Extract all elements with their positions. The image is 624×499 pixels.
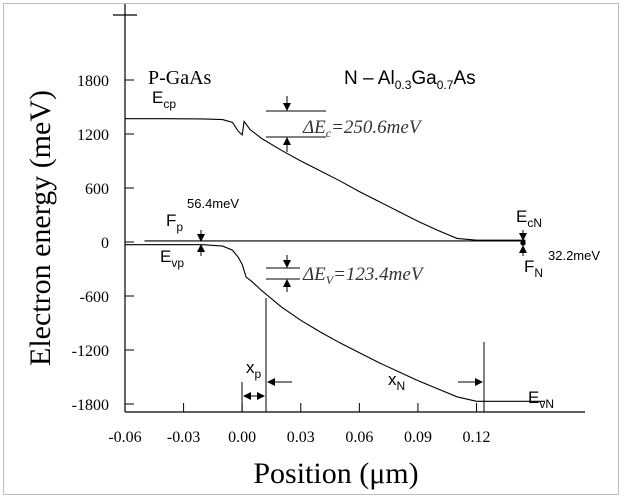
figure-frame bbox=[3, 3, 619, 495]
p-region-label: P-GaAs bbox=[148, 67, 212, 89]
fp-label: Fp bbox=[166, 211, 183, 234]
y-tick-label: 0 bbox=[101, 235, 109, 252]
x-tick-label: 0.12 bbox=[463, 429, 491, 446]
delta-ec-label: ΔEc=250.6meV bbox=[302, 117, 423, 140]
fn-marker bbox=[520, 240, 526, 246]
x-tick-label: -0.03 bbox=[167, 429, 200, 446]
y-axis-title: Electron energy (meV) bbox=[24, 90, 57, 366]
ecn-label: EcN bbox=[516, 207, 542, 230]
x-tick-label: 0.03 bbox=[287, 429, 315, 446]
delta-ev-label: ΔEV=123.4meV bbox=[302, 264, 425, 287]
x-tick-label: -0.06 bbox=[108, 429, 141, 446]
y-ticks: -1800 -1200 -600 0 600 1200 1800 bbox=[72, 73, 134, 414]
conduction-band-curve bbox=[125, 118, 526, 241]
ecp-label: Ecp bbox=[152, 88, 176, 111]
annotation-marks bbox=[197, 96, 527, 412]
evn-label: EvN bbox=[528, 388, 554, 411]
xp-label: xp bbox=[246, 358, 262, 381]
x-tick-label: 0.09 bbox=[404, 429, 432, 446]
curves bbox=[125, 118, 545, 402]
y-tick-label: -1800 bbox=[72, 397, 109, 414]
y-tick-label: 1800 bbox=[77, 73, 109, 90]
y-tick-label: 1200 bbox=[77, 127, 109, 144]
x-tick-label: 0.06 bbox=[345, 429, 373, 446]
x-tick-label: 0.00 bbox=[228, 429, 256, 446]
xn-label: xN bbox=[388, 370, 405, 393]
evp-label: Evp bbox=[160, 247, 184, 270]
y-tick-label: -1200 bbox=[72, 343, 109, 360]
fn-value-label: 32.2meV bbox=[548, 248, 600, 263]
n-region-label: N – Al0.3Ga0.7As bbox=[344, 68, 476, 92]
x-axis-title: Position (μm) bbox=[253, 457, 418, 490]
fn-label: FN bbox=[524, 257, 543, 280]
fp-value-label: 56.4meV bbox=[187, 196, 239, 211]
valence-band-curve bbox=[125, 244, 545, 402]
y-tick-label: -600 bbox=[80, 289, 109, 306]
y-tick-label: 600 bbox=[85, 181, 109, 198]
x-ticks: -0.06 -0.03 0.00 0.03 0.06 0.09 0.12 bbox=[108, 403, 491, 446]
